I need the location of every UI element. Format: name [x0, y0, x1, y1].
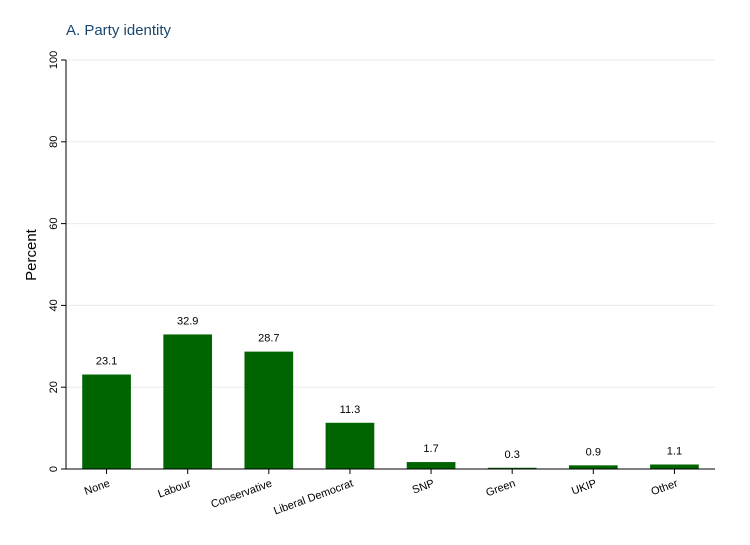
x-tick-label: Conservative: [209, 478, 273, 511]
bars: [82, 334, 699, 469]
chart-title: A. Party identity: [66, 22, 172, 39]
y-axis-label: Percent: [23, 228, 40, 281]
y-tick-label: 0: [48, 466, 60, 472]
x-tick-label: SNP: [411, 478, 436, 497]
gridlines: [66, 59, 715, 388]
value-labels: 23.1 32.9 28.7 11.3 1.7 0.3 0.9 1.1: [96, 315, 682, 460]
x-tick-label: Liberal Democrat: [272, 478, 355, 518]
bar: [650, 464, 699, 469]
y-tick-label: 100: [48, 51, 60, 69]
x-tick-label: Green: [484, 478, 517, 500]
y-tick-label: 80: [48, 136, 60, 148]
bar-value-label: 1.1: [667, 446, 682, 458]
bar-value-label: 28.7: [258, 333, 279, 345]
bar-value-label: 0.9: [586, 446, 601, 458]
bar-value-label: 32.9: [177, 315, 198, 327]
y-tick-label: 60: [48, 217, 60, 229]
bar-value-label: 0.3: [505, 449, 520, 461]
bar-value-label: 23.1: [96, 356, 117, 368]
y-axis: 0 20 40 60 80 100: [48, 51, 67, 472]
bar: [244, 351, 294, 469]
bar: [406, 462, 456, 469]
x-tick-label: Labour: [156, 477, 193, 500]
bar: [487, 467, 537, 469]
bar-value-label: 11.3: [340, 404, 361, 416]
y-tick-label: 40: [48, 299, 60, 311]
bar: [163, 334, 213, 469]
bar: [568, 465, 618, 469]
bar-value-label: 1.7: [423, 443, 438, 455]
bar: [325, 422, 375, 469]
x-tick-label: None: [83, 478, 112, 498]
bar: [82, 374, 131, 469]
x-tick-label: UKIP: [570, 478, 598, 498]
y-tick-label: 20: [48, 381, 60, 393]
x-tick-label: Other: [650, 477, 680, 498]
